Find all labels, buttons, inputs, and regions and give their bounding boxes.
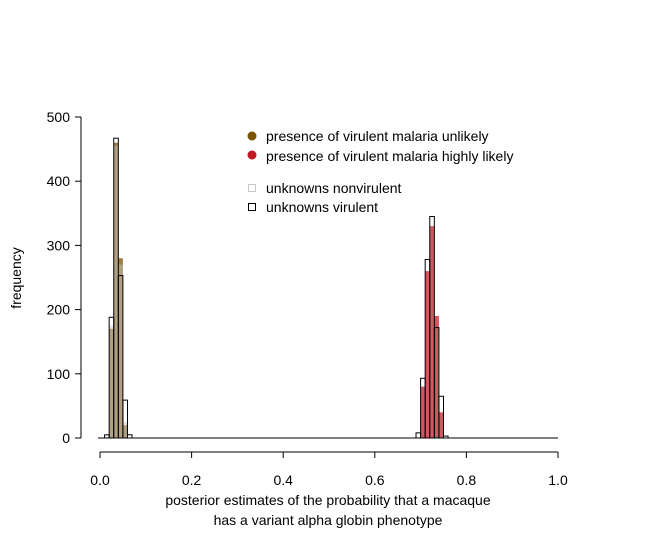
histogram-bar <box>420 377 426 439</box>
histogram-bar <box>113 142 119 438</box>
histogram-bar <box>122 425 128 438</box>
histogram-bar <box>438 412 444 438</box>
histogram-bar <box>415 432 422 439</box>
legend-marker-unlikely <box>247 131 257 141</box>
histogram-bar <box>122 421 128 438</box>
x-tick-label: 0.8 <box>457 472 477 488</box>
y-tick-label: 200 <box>47 302 71 318</box>
histogram-bar <box>118 264 123 438</box>
legend-label-unknowns-virulent: unknowns virulent <box>266 199 378 215</box>
legend-marker-unknowns-nonvirulent <box>248 184 256 192</box>
y-axis: 0 100 200 300 400 500 <box>47 109 82 446</box>
histogram-bar <box>109 328 114 438</box>
x-tick-label: 0.2 <box>182 472 202 488</box>
histogram-bar <box>118 258 123 438</box>
histogram-bar <box>113 137 119 439</box>
y-axis-label: frequency <box>8 247 24 308</box>
x-tick-label: 1.0 <box>548 472 568 488</box>
y-tick-label: 400 <box>47 173 71 189</box>
x-axis-label-line-2: has a variant alpha globin phenotype <box>214 512 443 528</box>
histogram-bar <box>122 399 128 439</box>
legend-label-highly-likely: presence of virulent malaria highly like… <box>266 148 513 164</box>
histogram-bar <box>420 386 426 438</box>
x-axis-label-line-1: posterior estimates of the probability t… <box>165 492 491 508</box>
histogram-bar <box>429 226 435 438</box>
histogram-bar <box>438 395 445 439</box>
histogram-bar <box>424 259 431 439</box>
y-tick-label: 100 <box>47 366 71 382</box>
histogram-bar <box>113 145 119 438</box>
legend-label-unlikely: presence of virulent malaria unlikely <box>266 128 489 144</box>
x-axis: 0.0 0.2 0.4 0.6 0.8 1.0 <box>90 451 568 488</box>
legend-label-unknowns-nonvirulent: unknowns nonvirulent <box>266 180 402 196</box>
legend-marker-unknowns-virulent <box>248 203 256 211</box>
histogram-bar <box>108 316 115 439</box>
x-tick-label: 0.0 <box>90 472 110 488</box>
y-tick-label: 0 <box>62 430 70 446</box>
histogram-bar <box>429 216 435 439</box>
histogram-bar <box>434 316 439 438</box>
legend-marker-highly-likely <box>247 150 257 160</box>
x-tick-label: 0.4 <box>273 472 293 488</box>
histogram-bar <box>109 325 114 438</box>
histogram-bar <box>117 275 124 439</box>
y-tick-label: 300 <box>47 237 71 253</box>
x-tick-label: 0.6 <box>365 472 385 488</box>
histogram-bar <box>433 327 440 439</box>
legend: presence of virulent malaria unlikely pr… <box>247 128 513 215</box>
y-tick-label: 500 <box>47 109 71 125</box>
histogram-bar <box>425 271 430 438</box>
